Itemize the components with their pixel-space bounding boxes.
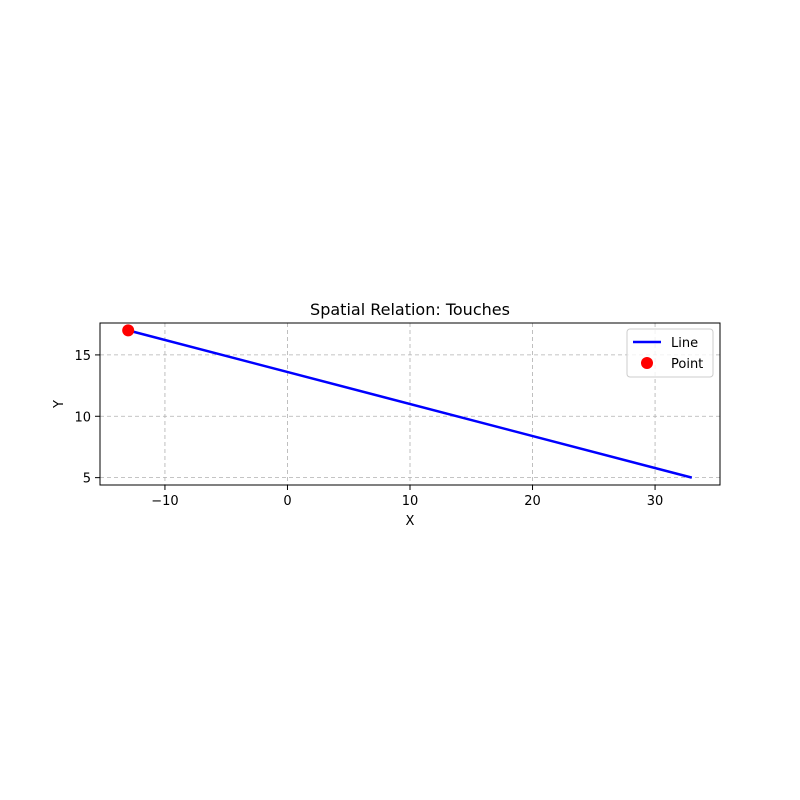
- line-series: [127, 329, 693, 479]
- x-tick-label: 20: [524, 494, 541, 509]
- ticks: −10 0 10 20 30 5 10 15: [74, 349, 663, 509]
- y-tick-label: 10: [74, 410, 91, 425]
- legend-point-swatch: [641, 357, 653, 369]
- legend-label: Line: [671, 336, 698, 351]
- legend: Line Point: [626, 328, 714, 378]
- y-tick-label: 5: [83, 472, 91, 487]
- grid: [100, 323, 720, 485]
- y-axis-label: Y: [52, 400, 67, 409]
- x-tick-label: 0: [283, 494, 291, 509]
- x-tick-label: 30: [647, 494, 664, 509]
- point-marker: [122, 324, 135, 337]
- legend-label: Point: [671, 357, 703, 372]
- y-tick-label: 15: [74, 349, 91, 364]
- x-tick-label: −10: [151, 494, 178, 509]
- chart-title: Spatial Relation: Touches: [310, 300, 510, 319]
- x-axis-label: X: [406, 514, 415, 529]
- x-tick-label: 10: [402, 494, 419, 509]
- plot-area: [122, 324, 693, 479]
